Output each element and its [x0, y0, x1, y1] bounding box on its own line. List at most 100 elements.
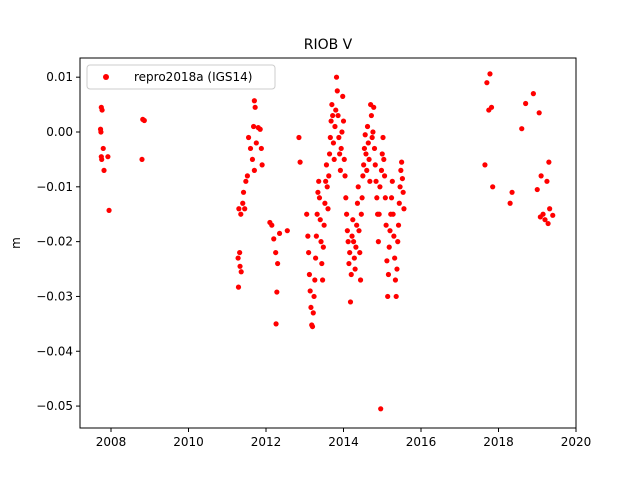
data-point: [324, 184, 330, 190]
data-point: [377, 184, 383, 190]
data-point: [271, 236, 277, 242]
data-point: [366, 156, 372, 163]
data-point: [399, 159, 405, 165]
data-point: [361, 162, 367, 168]
data-point: [391, 233, 397, 239]
data-point: [398, 167, 404, 173]
data-point: [381, 156, 387, 163]
data-point: [388, 195, 395, 201]
data-point: [309, 323, 316, 330]
data-point: [258, 145, 264, 152]
y-axis: 0.01 0.00 −0.01 −0.02 −0.03 −0.04 −0.05: [36, 70, 80, 413]
data-point: [332, 123, 338, 130]
data-point: [363, 151, 369, 157]
data-point: [333, 107, 339, 113]
data-point: [369, 134, 375, 141]
data-point: [327, 134, 333, 141]
data-point: [484, 80, 490, 86]
legend-label: repro2018a (IGS14): [134, 70, 252, 84]
data-point: [317, 217, 323, 223]
data-point: [304, 211, 310, 217]
data-point: [395, 239, 401, 245]
data-point: [101, 167, 107, 173]
data-point: [342, 173, 348, 179]
x-tick-label: 2010: [173, 435, 204, 449]
data-point: [380, 134, 386, 141]
data-point: [392, 255, 398, 261]
data-point: [237, 249, 243, 256]
data-point: [346, 260, 352, 267]
data-point: [253, 140, 259, 146]
data-point: [365, 140, 371, 146]
data-point: [350, 217, 356, 223]
data-point: [372, 162, 378, 168]
data-point: [374, 195, 380, 201]
data-point: [106, 207, 112, 213]
data-point: [315, 189, 321, 195]
data-point: [308, 304, 314, 311]
data-point: [550, 212, 556, 218]
data-point: [98, 129, 104, 135]
data-point: [340, 118, 347, 124]
data-point: [354, 222, 360, 228]
data-point: [314, 211, 320, 217]
legend-box: [86, 64, 276, 90]
data-point: [523, 100, 529, 107]
data-point: [540, 211, 546, 217]
data-point: [99, 156, 105, 163]
data-point: [328, 118, 334, 124]
data-point: [251, 123, 257, 130]
data-point: [284, 228, 290, 234]
data-point: [247, 145, 254, 152]
data-point: [361, 145, 368, 152]
data-point: [507, 200, 513, 206]
data-point: [322, 200, 328, 206]
data-point: [296, 134, 302, 141]
data-point: [139, 156, 145, 163]
data-point: [378, 406, 384, 412]
data-point: [397, 184, 403, 190]
data-point: [240, 200, 246, 206]
data-point: [321, 222, 327, 228]
data-point: [313, 255, 319, 261]
data-point: [389, 178, 395, 184]
data-point: [364, 123, 371, 130]
data-point: [396, 200, 402, 206]
x-axis: 2008 2010 2012 2014 2016 2018 2020: [96, 428, 591, 449]
data-point: [318, 239, 324, 245]
data-point: [383, 222, 389, 228]
data-point: [345, 239, 351, 245]
data-point: [364, 167, 370, 173]
data-point: [312, 277, 318, 283]
data-point: [351, 255, 357, 261]
data-point: [105, 154, 111, 160]
data-point: [546, 159, 552, 165]
data-point: [243, 178, 249, 184]
data-point: [269, 222, 275, 228]
data-point: [333, 74, 340, 80]
data-point: [237, 263, 243, 269]
data-point: [326, 173, 332, 179]
data-point: [394, 266, 400, 272]
data-point: [530, 91, 536, 97]
legend-marker: [103, 74, 109, 80]
data-point: [316, 195, 323, 201]
data-point: [257, 126, 263, 132]
data-point: [368, 112, 374, 119]
data-point: [490, 184, 496, 190]
data-point: [244, 173, 250, 179]
data-point: [100, 145, 106, 152]
data-point: [323, 162, 330, 168]
data-point: [538, 173, 544, 179]
x-tick-label: 2014: [328, 435, 359, 449]
data-point: [400, 189, 406, 195]
data-point: [382, 195, 388, 201]
data-point: [251, 167, 257, 173]
data-point: [376, 211, 382, 217]
data-point: [306, 271, 312, 278]
data-point: [343, 195, 349, 201]
data-point: [519, 126, 525, 132]
data-point: [362, 132, 368, 138]
data-point: [387, 228, 393, 234]
